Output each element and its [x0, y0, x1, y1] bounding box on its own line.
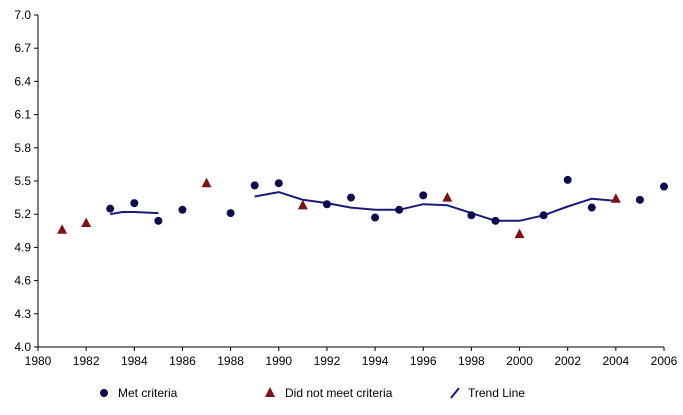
legend-label: Met criteria: [118, 386, 178, 400]
data-points: [57, 175, 668, 239]
trend-lines: [110, 191, 616, 222]
point-did-not-meet-criteria: [297, 199, 308, 210]
y-tick-label: 4.6: [14, 274, 31, 288]
legend-line-icon: [450, 387, 460, 399]
x-tick-label: 1988: [217, 354, 244, 368]
point-met-criteria: [178, 205, 187, 214]
trend-line-segment: [254, 191, 616, 222]
point-met-criteria: [226, 209, 235, 218]
point-met-criteria: [274, 179, 283, 188]
point-met-criteria: [154, 216, 163, 225]
legend: Met criteria Did not meet criteria Trend L…: [100, 386, 525, 400]
point-did-not-meet-criteria: [442, 192, 453, 202]
y-tick-label: 5.2: [14, 207, 31, 221]
point-met-criteria: [371, 213, 380, 222]
point-did-not-meet-criteria: [610, 193, 621, 203]
point-met-criteria: [635, 195, 644, 204]
point-met-criteria: [419, 191, 428, 200]
legend-triangle-icon: [265, 387, 275, 397]
legend-label: Did not meet criteria: [285, 386, 393, 400]
point-met-criteria: [491, 216, 500, 225]
x-tick-label: 2002: [554, 354, 581, 368]
y-tick-label: 4.9: [14, 240, 31, 254]
x-tick-label: 1992: [314, 354, 341, 368]
x-tick-label: 1994: [362, 354, 389, 368]
point-did-not-meet-criteria: [514, 228, 525, 239]
y-tick-label: 5.8: [14, 141, 31, 155]
point-did-not-meet-criteria: [201, 177, 212, 188]
x-tick-label: 1990: [265, 354, 292, 368]
y-tick-label: 4.3: [14, 307, 31, 321]
point-met-criteria: [250, 181, 259, 190]
y-tick-label: 6.1: [14, 108, 31, 122]
point-met-criteria: [106, 204, 115, 213]
y-tick-label: 4.0: [14, 340, 31, 354]
legend-circle-icon: [100, 389, 108, 397]
legend-label: Trend Line: [468, 386, 525, 400]
x-tick-label: 2004: [602, 354, 629, 368]
point-met-criteria: [660, 182, 668, 191]
x-tick-label: 1982: [73, 354, 100, 368]
x-tick-label: 1984: [121, 354, 148, 368]
y-tick-label: 5.5: [14, 174, 31, 188]
axes: 4.0 4.3 4.6 4.9 5.2 5.5 5.8 6.1 6.4 6.7 7.0 1980 198…: [14, 8, 677, 368]
point-met-criteria: [563, 175, 572, 184]
x-tick-label: 1996: [410, 354, 437, 368]
x-tick-label: 1986: [169, 354, 196, 368]
point-met-criteria: [467, 211, 476, 220]
x-tick-label: 1980: [25, 354, 52, 368]
point-met-criteria: [130, 199, 139, 208]
point-met-criteria: [347, 193, 355, 202]
x-tick-label: 2006: [651, 354, 678, 368]
point-met-criteria: [395, 205, 404, 214]
point-met-criteria: [587, 203, 596, 212]
point-did-not-meet-criteria: [57, 224, 68, 234]
x-tick-label: 2000: [506, 354, 533, 368]
point-did-not-meet-criteria: [81, 217, 92, 228]
x-tick-label: 1998: [458, 354, 485, 368]
y-tick-label: 6.4: [14, 74, 31, 88]
trend-line-segment: [110, 211, 159, 216]
point-met-criteria: [322, 200, 331, 209]
y-tick-label: 6.7: [14, 41, 31, 55]
y-tick-label: 7.0: [14, 8, 31, 22]
point-met-criteria: [539, 211, 548, 220]
